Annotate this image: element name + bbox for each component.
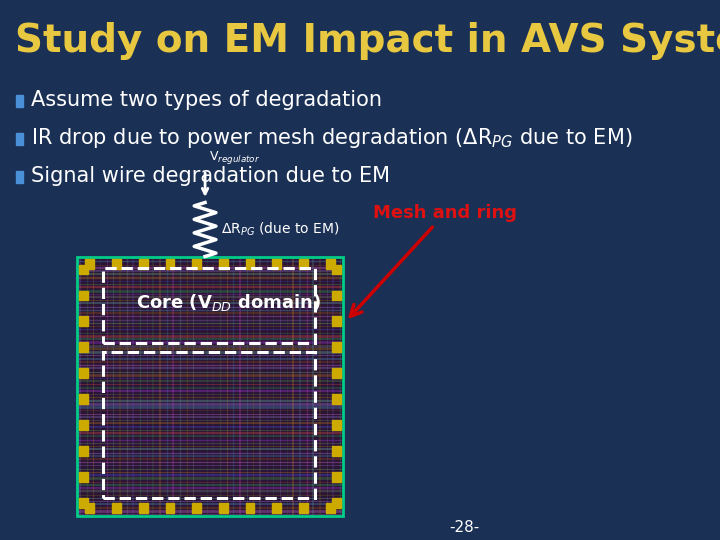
Bar xyxy=(332,498,341,508)
Bar xyxy=(332,291,341,300)
Bar xyxy=(86,503,94,513)
Bar xyxy=(86,259,94,269)
Bar xyxy=(112,503,121,513)
Bar xyxy=(332,316,341,326)
Bar xyxy=(16,95,23,107)
Bar xyxy=(332,420,341,430)
Bar xyxy=(192,259,201,269)
Bar xyxy=(79,265,88,274)
Text: V$_{regulator}$: V$_{regulator}$ xyxy=(209,149,261,166)
Text: IR drop due to power mesh degradation ($\Delta$R$_{PG}$ due to EM): IR drop due to power mesh degradation ($… xyxy=(31,126,632,150)
Text: Mesh and ring: Mesh and ring xyxy=(351,204,517,316)
Bar xyxy=(272,259,282,269)
Bar xyxy=(166,259,174,269)
Bar xyxy=(246,259,254,269)
Bar xyxy=(299,503,308,513)
Bar xyxy=(79,498,88,508)
Bar xyxy=(103,352,315,498)
Bar xyxy=(325,259,335,269)
Bar xyxy=(112,259,121,269)
Bar xyxy=(332,342,341,352)
Bar xyxy=(166,503,174,513)
Bar xyxy=(332,368,341,378)
Bar xyxy=(79,446,88,456)
Bar xyxy=(139,259,148,269)
Text: Study on EM Impact in AVS System: Study on EM Impact in AVS System xyxy=(15,22,720,59)
Bar xyxy=(299,259,308,269)
Bar xyxy=(79,368,88,378)
Bar xyxy=(103,268,315,343)
Bar xyxy=(332,472,341,482)
Text: Signal wire degradation due to EM: Signal wire degradation due to EM xyxy=(31,165,390,186)
Bar xyxy=(332,446,341,456)
Text: ΔR$_{PG}$ (due to EM): ΔR$_{PG}$ (due to EM) xyxy=(221,221,340,238)
Text: Assume two types of degradation: Assume two types of degradation xyxy=(31,90,382,110)
Bar xyxy=(325,503,335,513)
Bar xyxy=(139,503,148,513)
Bar xyxy=(219,503,228,513)
Bar xyxy=(332,394,341,404)
Bar xyxy=(246,503,254,513)
Bar xyxy=(16,133,23,145)
Bar xyxy=(76,256,343,516)
Bar xyxy=(79,316,88,326)
Text: -28-: -28- xyxy=(449,519,480,535)
Bar xyxy=(79,291,88,300)
Bar xyxy=(79,342,88,352)
Bar xyxy=(76,256,343,516)
Bar xyxy=(79,394,88,404)
Bar xyxy=(79,420,88,430)
Bar xyxy=(272,503,282,513)
Bar xyxy=(16,171,23,183)
Bar xyxy=(79,472,88,482)
Bar xyxy=(332,265,341,274)
Text: Core (V$_{DD}$ domain): Core (V$_{DD}$ domain) xyxy=(136,292,321,313)
Bar xyxy=(192,503,201,513)
Bar xyxy=(219,259,228,269)
